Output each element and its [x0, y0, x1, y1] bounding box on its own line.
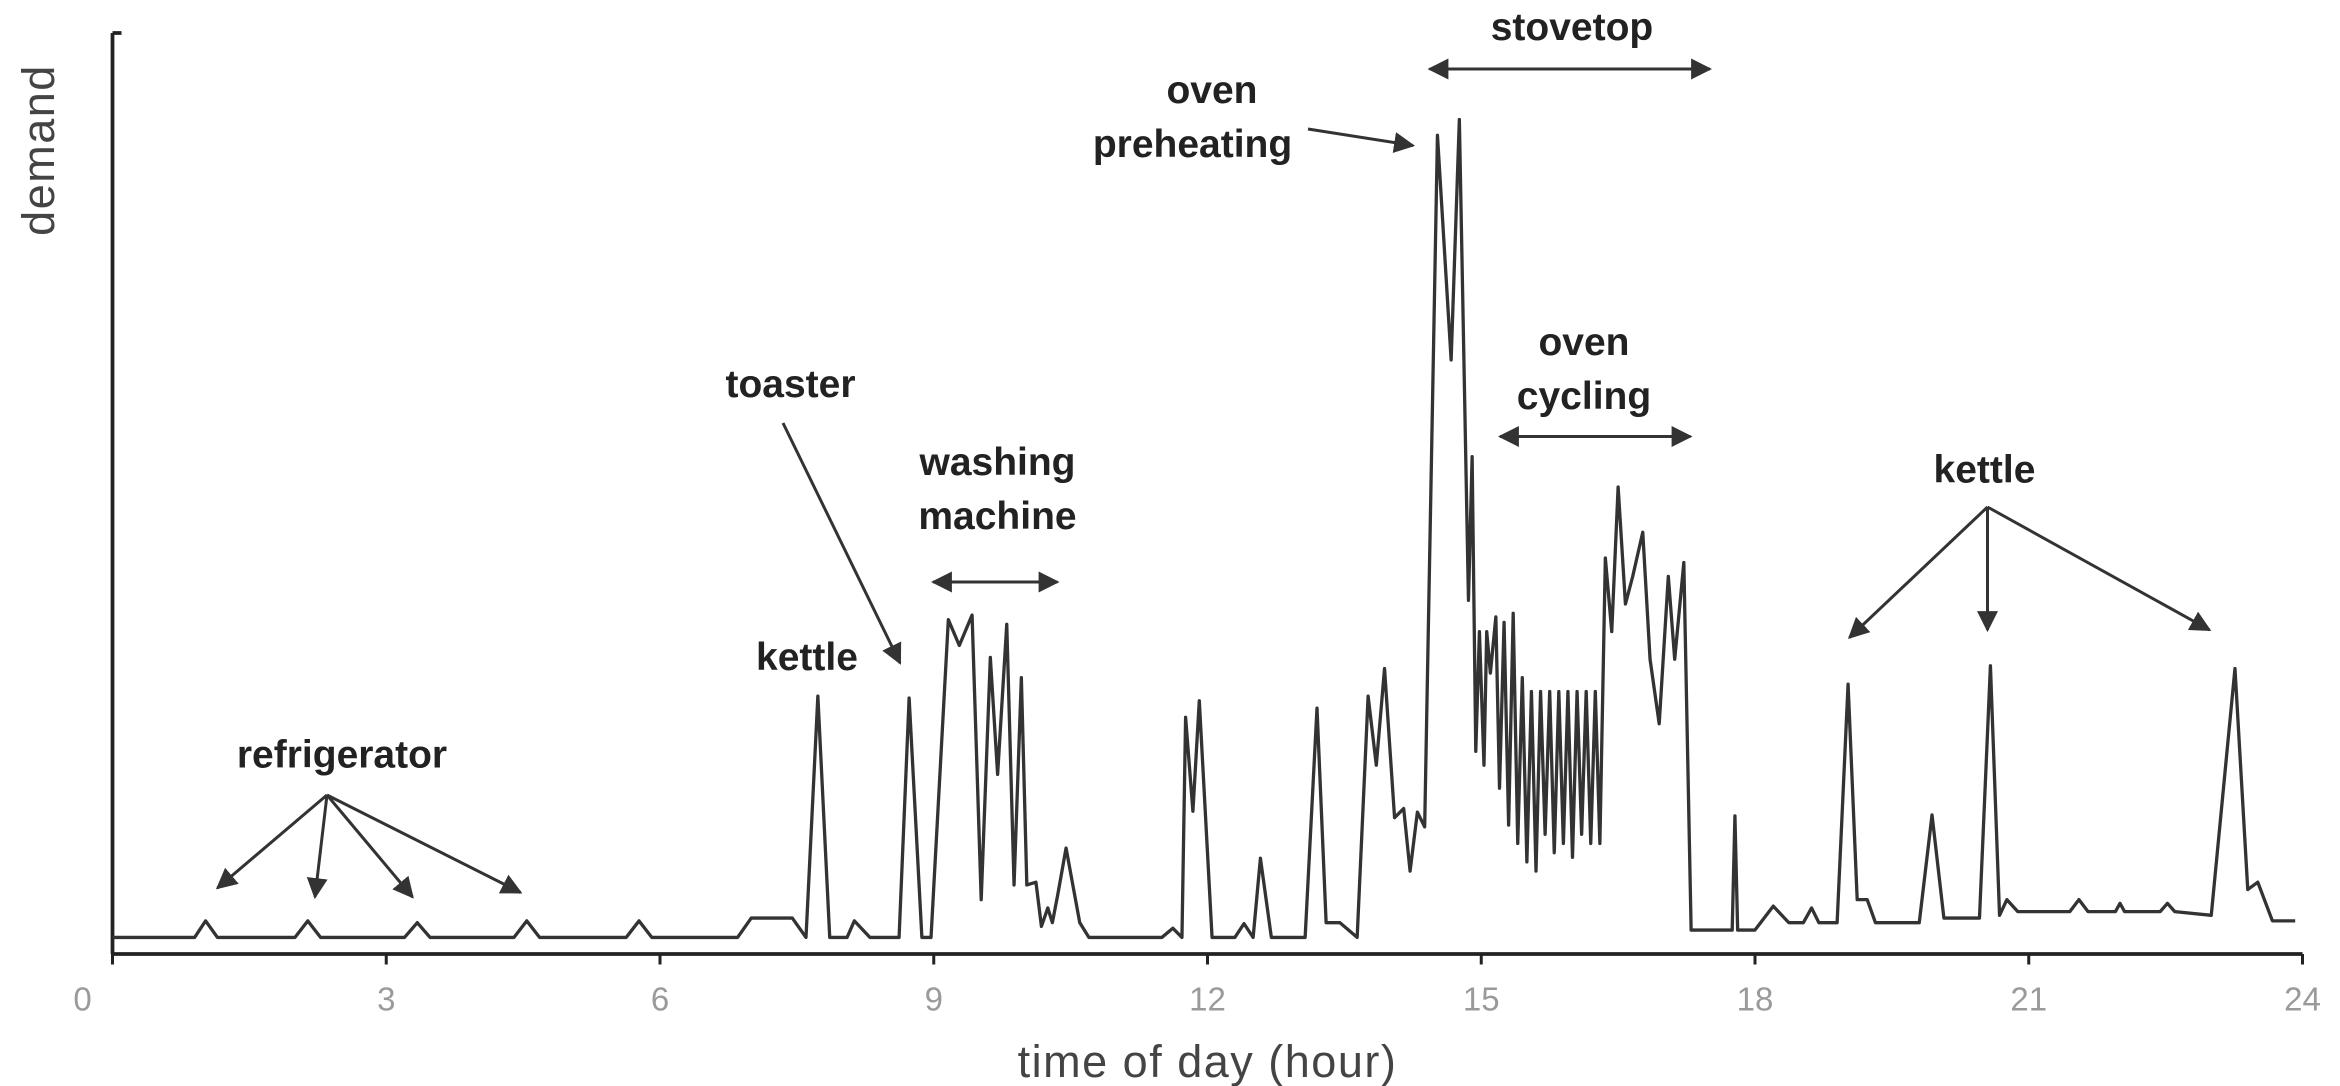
- annotation: toaster: [725, 363, 855, 406]
- annotation: stovetop: [1491, 6, 1654, 49]
- x-tick-label: 3: [377, 981, 395, 1018]
- annotation-arrow: [1986, 505, 2212, 632]
- x-axis-label: time of day (hour): [1018, 1036, 1398, 1086]
- annotation-arrow: [306, 794, 329, 900]
- annotation-arrow: [1847, 505, 1989, 639]
- annotation: washing machine: [918, 441, 1076, 538]
- annotation-arrow: [326, 793, 523, 894]
- annotation: kettle: [1934, 449, 2036, 492]
- annotations: refrigerator kettle toaster washing machine o…: [215, 6, 2212, 900]
- annotation: oven cycling: [1517, 321, 1651, 418]
- annotation-line: oven: [1166, 69, 1257, 112]
- annotation-arrow: [215, 793, 328, 890]
- x-tick-label: 12: [1189, 981, 1226, 1018]
- annotation: kettle: [756, 636, 858, 679]
- annotation-line: cycling: [1517, 375, 1651, 418]
- annotation-arrow: [781, 422, 902, 665]
- annotation-line: kettle: [1934, 449, 2036, 492]
- x-tick-label: 24: [2284, 981, 2321, 1018]
- annotation-line: preheating: [1093, 123, 1292, 166]
- x-tick-label: 9: [925, 981, 943, 1018]
- y-axis-label: demand: [13, 64, 64, 236]
- annotation: oven preheating: [1093, 69, 1292, 166]
- annotation-line: refrigerator: [237, 734, 447, 777]
- annotation-line: kettle: [756, 636, 858, 679]
- annotation-arrow: [325, 794, 414, 899]
- x-tick-label: 21: [2010, 981, 2047, 1018]
- annotation-line: stovetop: [1491, 6, 1654, 49]
- annotation-arrow: [1307, 127, 1416, 153]
- annotation-line: machine: [918, 495, 1076, 538]
- annotation-line: toaster: [725, 363, 855, 406]
- x-tick-label: 6: [651, 981, 669, 1018]
- x-tick-label: 15: [1463, 981, 1500, 1018]
- demand-line: [112, 117, 2296, 940]
- annotation-line: washing: [918, 441, 1075, 484]
- x-tick-label: 18: [1737, 981, 1774, 1018]
- annotation: refrigerator: [237, 734, 447, 777]
- x-tick-label: 0: [73, 981, 91, 1018]
- annotation-line: oven: [1538, 321, 1629, 364]
